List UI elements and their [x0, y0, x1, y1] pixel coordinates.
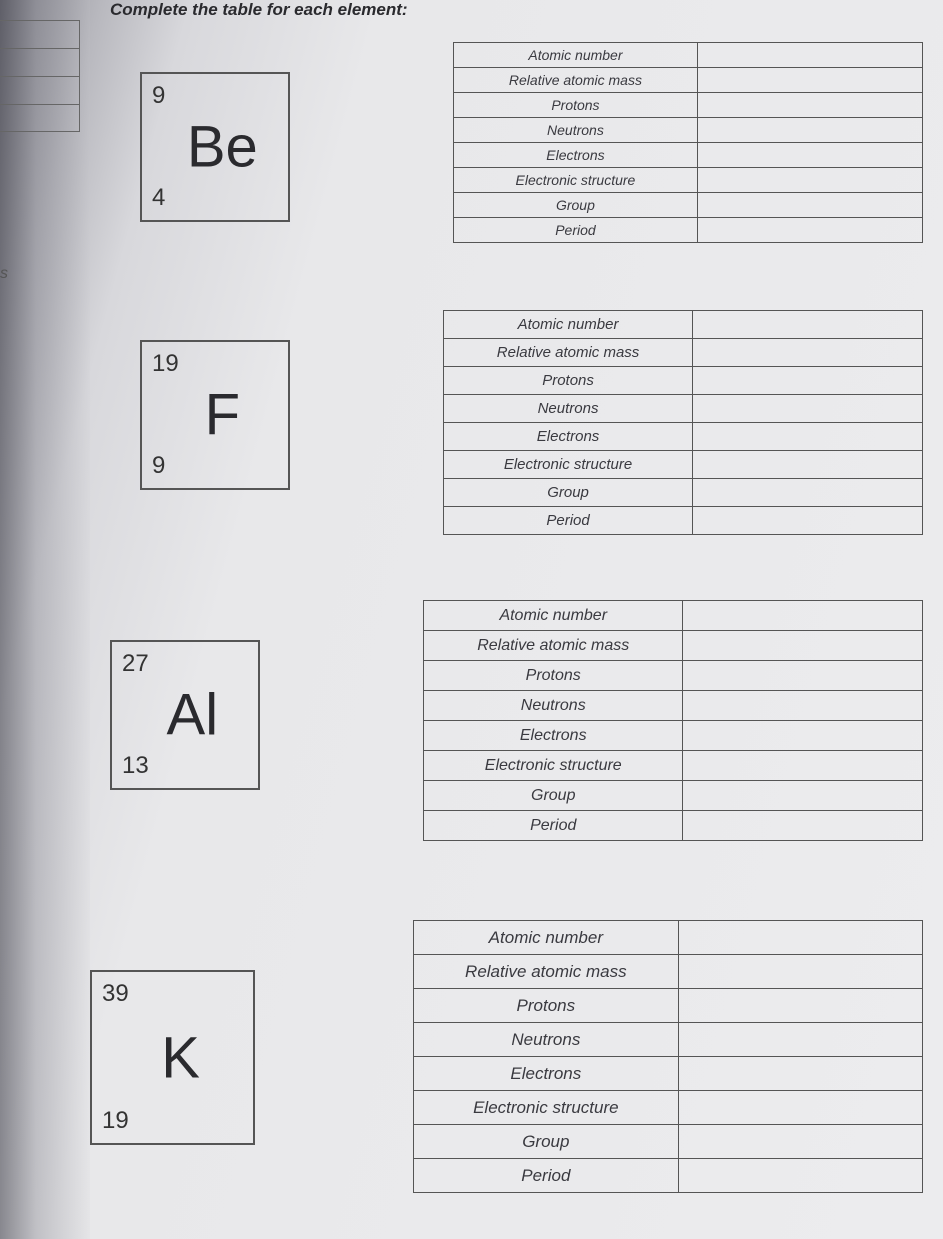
row-label: Electrons	[414, 1057, 679, 1091]
row-label: Protons	[424, 661, 683, 691]
element-row-be: 9 Be 4 Atomic number Relative atomic mas…	[0, 42, 923, 243]
row-value[interactable]	[678, 1125, 922, 1159]
element-tile-be: 9 Be 4	[140, 72, 290, 222]
row-value[interactable]	[697, 68, 922, 93]
row-value[interactable]	[678, 1159, 922, 1193]
row-label: Electronic structure	[414, 1091, 679, 1125]
row-label: Group	[444, 479, 693, 507]
row-label: Atomic number	[444, 311, 693, 339]
row-value[interactable]	[683, 751, 923, 781]
row-label: Neutrons	[424, 691, 683, 721]
element-row-f: 19 F 9 Atomic number Relative atomic mas…	[0, 310, 923, 535]
row-label: Electrons	[444, 423, 693, 451]
row-value[interactable]	[683, 631, 923, 661]
element-symbol: Be	[187, 114, 258, 181]
row-value[interactable]	[693, 451, 923, 479]
row-label: Relative atomic mass	[454, 68, 698, 93]
atomic-number: 9	[152, 452, 165, 480]
element-tile-f: 19 F 9	[140, 340, 290, 490]
element-symbol: F	[205, 382, 240, 449]
row-value[interactable]	[693, 479, 923, 507]
row-label: Electronic structure	[424, 751, 683, 781]
element-tile-k: 39 K 19	[90, 970, 255, 1145]
row-label: Relative atomic mass	[444, 339, 693, 367]
row-value[interactable]	[678, 1057, 922, 1091]
properties-table-al: Atomic number Relative atomic mass Proto…	[423, 600, 923, 841]
row-value[interactable]	[678, 921, 922, 955]
row-value[interactable]	[693, 339, 923, 367]
cropped-char: s	[0, 265, 8, 283]
row-value[interactable]	[678, 955, 922, 989]
row-value[interactable]	[683, 691, 923, 721]
row-value[interactable]	[697, 93, 922, 118]
row-value[interactable]	[683, 781, 923, 811]
row-label: Neutrons	[414, 1023, 679, 1057]
page-title: Complete the table for each element:	[110, 0, 408, 20]
mass-number: 9	[152, 82, 165, 110]
row-value[interactable]	[683, 811, 923, 841]
mass-number: 27	[122, 650, 149, 678]
row-value[interactable]	[697, 118, 922, 143]
row-label: Electrons	[454, 143, 698, 168]
element-row-al: 27 Al 13 Atomic number Relative atomic m…	[0, 600, 923, 841]
row-label: Period	[414, 1159, 679, 1193]
properties-table-k: Atomic number Relative atomic mass Proto…	[413, 920, 923, 1193]
mass-number: 39	[102, 980, 129, 1008]
mass-number: 19	[152, 350, 179, 378]
row-value[interactable]	[697, 143, 922, 168]
properties-table-be: Atomic number Relative atomic mass Proto…	[453, 42, 923, 243]
row-label: Group	[424, 781, 683, 811]
row-value[interactable]	[693, 311, 923, 339]
row-value[interactable]	[697, 168, 922, 193]
row-value[interactable]	[678, 989, 922, 1023]
row-label: Period	[454, 218, 698, 243]
row-label: Neutrons	[444, 395, 693, 423]
row-label: Period	[444, 507, 693, 535]
element-row-k: 39 K 19 Atomic number Relative atomic ma…	[0, 920, 923, 1193]
row-label: Group	[414, 1125, 679, 1159]
row-value[interactable]	[683, 601, 923, 631]
row-value[interactable]	[678, 1091, 922, 1125]
row-value[interactable]	[697, 218, 922, 243]
atomic-number: 4	[152, 184, 165, 212]
row-value[interactable]	[693, 395, 923, 423]
row-value[interactable]	[697, 193, 922, 218]
row-label: Neutrons	[454, 118, 698, 143]
row-label: Protons	[444, 367, 693, 395]
row-value[interactable]	[693, 423, 923, 451]
row-label: Protons	[454, 93, 698, 118]
element-symbol: Al	[167, 682, 219, 749]
row-value[interactable]	[693, 507, 923, 535]
row-label: Group	[454, 193, 698, 218]
row-label: Atomic number	[454, 43, 698, 68]
row-value[interactable]	[678, 1023, 922, 1057]
row-label: Relative atomic mass	[424, 631, 683, 661]
properties-table-f: Atomic number Relative atomic mass Proto…	[443, 310, 923, 535]
row-value[interactable]	[693, 367, 923, 395]
row-label: Atomic number	[414, 921, 679, 955]
atomic-number: 19	[102, 1107, 129, 1135]
row-value[interactable]	[683, 721, 923, 751]
row-label: Electronic structure	[454, 168, 698, 193]
row-value[interactable]	[697, 43, 922, 68]
row-label: Electrons	[424, 721, 683, 751]
row-label: Atomic number	[424, 601, 683, 631]
row-label: Relative atomic mass	[414, 955, 679, 989]
atomic-number: 13	[122, 752, 149, 780]
row-value[interactable]	[683, 661, 923, 691]
row-label: Protons	[414, 989, 679, 1023]
row-label: Period	[424, 811, 683, 841]
row-label: Electronic structure	[444, 451, 693, 479]
element-symbol: K	[161, 1024, 200, 1091]
element-tile-al: 27 Al 13	[110, 640, 260, 790]
